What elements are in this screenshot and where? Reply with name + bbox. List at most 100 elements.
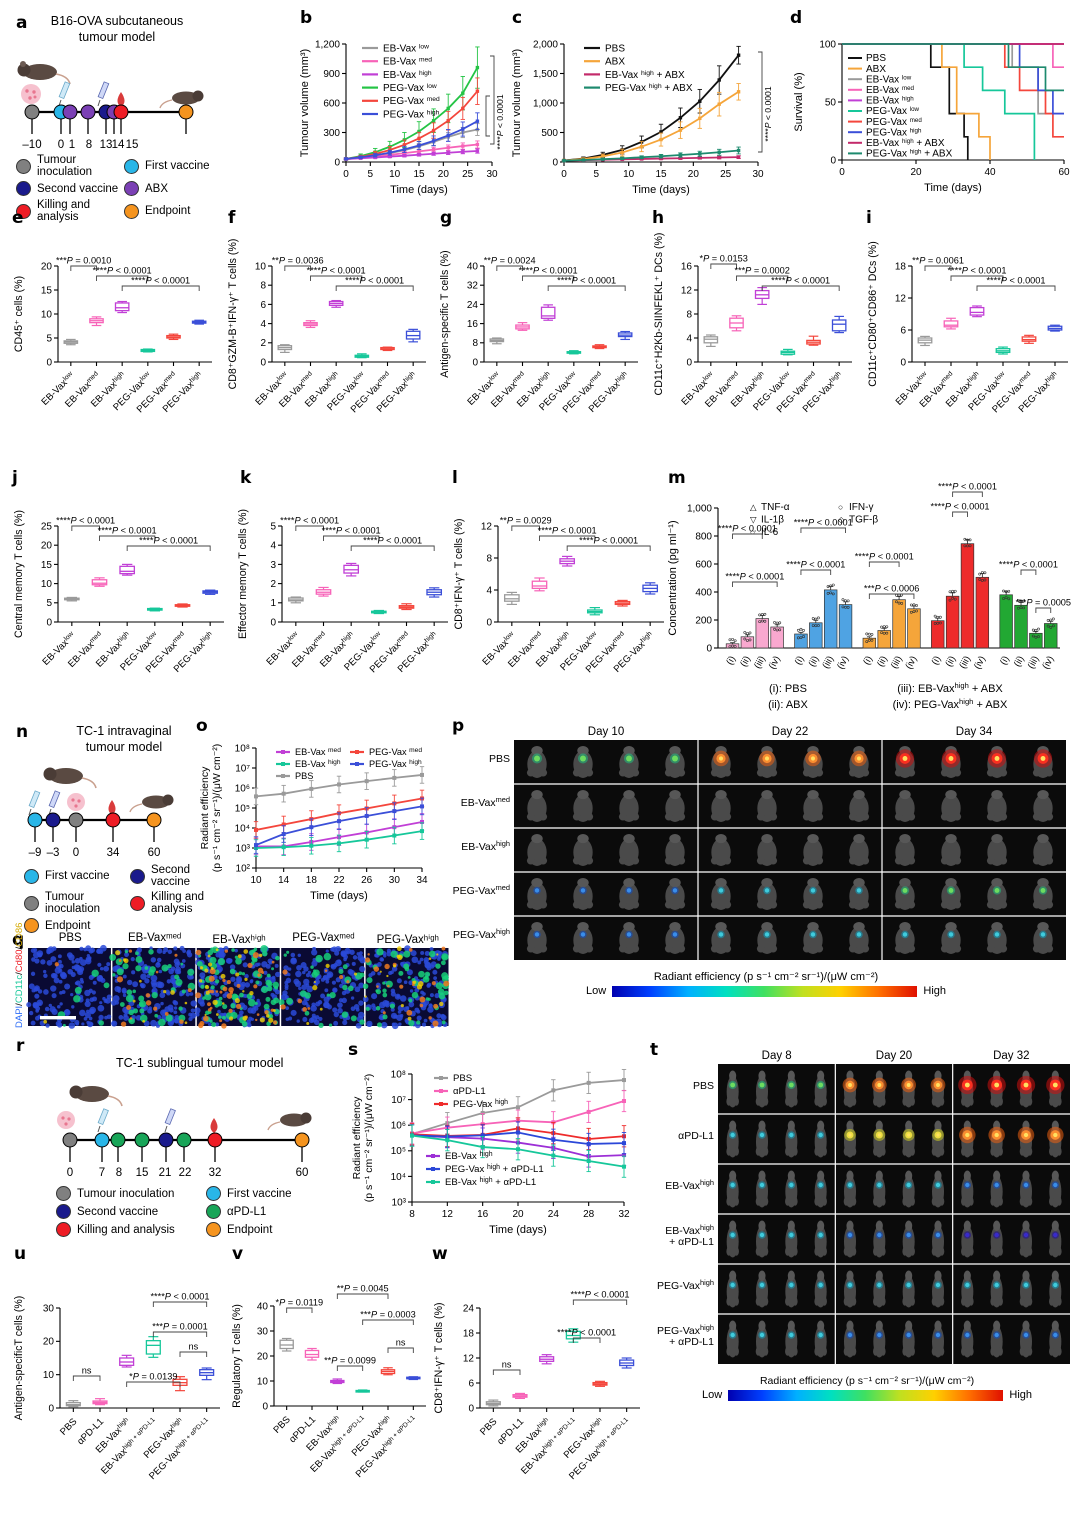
svg-text:EB-Vaxhigh: EB-Vaxhigh	[665, 1178, 714, 1193]
svg-text:PEG-Vaxmed: PEG-Vaxmed	[453, 883, 510, 898]
timeline-tick-3: 8	[86, 139, 92, 151]
svg-text:****P < 0.0001: ****P < 0.0001	[947, 266, 1006, 276]
legend-label: ABX	[145, 183, 168, 195]
timeline-tick-6: 32	[209, 1167, 222, 1179]
svg-text:15: 15	[41, 285, 53, 296]
timeline-tick-4: 21	[159, 1167, 172, 1179]
svg-text:****P < 0.0001: ****P < 0.0001	[931, 502, 990, 512]
syringe-icon-2	[98, 82, 109, 106]
svg-text:(iii): EB-Vaxhigh + ABX: (iii): EB-Vaxhigh + ABX	[897, 681, 1003, 696]
svg-text:5: 5	[368, 169, 374, 180]
svg-text:10³: 10³	[392, 1197, 407, 1208]
svg-text:12: 12	[895, 293, 907, 304]
mouse-icon-end	[130, 795, 174, 813]
panel-n-title: TC-1 intravaginal tumour model	[44, 724, 204, 755]
legend-dot	[56, 1222, 71, 1237]
svg-text:2,000: 2,000	[533, 39, 558, 50]
svg-text:10⁵: 10⁵	[235, 803, 250, 814]
legend-item-second-vaccine: Second vaccine	[56, 1204, 206, 1219]
svg-text:10: 10	[250, 875, 262, 886]
panel-o-chart: 10²10³10⁴10⁵10⁶10⁷10⁸10 14 18 22 26 30 34Radia…	[190, 728, 435, 918]
svg-text:1: 1	[270, 598, 276, 609]
svg-text:***P = 0.0002: ***P = 0.0002	[734, 266, 789, 276]
svg-text:4: 4	[686, 333, 692, 344]
svg-text:10³: 10³	[236, 843, 251, 854]
svg-text:2: 2	[260, 338, 266, 349]
svg-text:10⁵: 10⁵	[391, 1146, 406, 1157]
svg-text:18: 18	[463, 1328, 475, 1339]
timeline-tick-1: 0	[58, 139, 64, 151]
svg-text:0: 0	[270, 617, 276, 628]
svg-text:PEG-Vax high + αPD-L1: PEG-Vax high + αPD-L1	[445, 1164, 544, 1176]
svg-text:0: 0	[472, 357, 478, 368]
legend-item-first-vaccine: First vaccine	[124, 154, 216, 178]
panel-d-chart: 0501000 20 40 60Survival (%)Time (days)PBSA…	[786, 18, 1076, 203]
syringe-icon-2	[165, 1109, 175, 1132]
svg-text:+ αPD-L1: + αPD-L1	[669, 1236, 714, 1248]
svg-text:(iv): (iv)	[835, 654, 851, 671]
svg-text:PEG-Vaxhigh: PEG-Vaxhigh	[657, 1323, 714, 1338]
svg-text:CD11c⁺H2Kb-SIINFEKL⁺ DCs (%): CD11c⁺H2Kb-SIINFEKL⁺ DCs (%)	[653, 233, 665, 396]
svg-text:TGF-β: TGF-β	[849, 515, 878, 526]
svg-text:+ αPD-L1: + αPD-L1	[669, 1336, 714, 1348]
panel-s-chart: 10³10⁴10⁵10⁶10⁷10⁸8 12 16 20 24 28 32Radiant e…	[340, 1052, 640, 1247]
svg-text:PEG-Vax med: PEG-Vax med	[369, 747, 422, 758]
tumour-icon	[57, 1111, 75, 1129]
legend-item-tumour-inoculation: Tumour inoculation	[16, 154, 124, 178]
svg-text:****P < 0.0001: ****P < 0.0001	[93, 266, 152, 276]
panel-q-channel-labels: DAPI/CD11c/Cd80/CD86	[8, 944, 28, 1030]
svg-text:1,000: 1,000	[533, 98, 558, 109]
svg-text:CD8⁺IFN-γ⁺ T cells (%): CD8⁺IFN-γ⁺ T cells (%)	[453, 518, 465, 629]
svg-text:***P = 0.0005: ***P = 0.0005	[1016, 598, 1071, 608]
svg-text:0: 0	[48, 1403, 54, 1414]
svg-text:16: 16	[467, 319, 479, 330]
legend-label: Tumour inoculation	[77, 1188, 174, 1200]
svg-text:24: 24	[463, 1303, 475, 1314]
svg-text:12: 12	[481, 521, 493, 532]
svg-text:EB-Vax med: EB-Vax med	[383, 56, 432, 68]
svg-text:40: 40	[257, 1301, 269, 1312]
svg-text:****P < 0.0001: ****P < 0.0001	[579, 536, 638, 546]
legend-dot	[130, 896, 145, 911]
svg-text:10: 10	[389, 169, 401, 180]
p-col-header-1: Day 22	[698, 726, 882, 738]
timeline-tick-2: 1	[69, 139, 75, 151]
svg-text:1,500: 1,500	[533, 69, 558, 80]
legend-label: Killing and analysis	[77, 1224, 175, 1236]
timeline-tick-5: 14	[112, 139, 125, 151]
svg-text:(i): (i)	[793, 654, 807, 667]
svg-text:12: 12	[681, 285, 693, 296]
svg-text:****P < 0.0001: ****P < 0.0001	[307, 266, 366, 276]
svg-text:2: 2	[270, 579, 276, 590]
svg-text:8: 8	[472, 338, 478, 349]
svg-text:30: 30	[486, 169, 498, 180]
svg-text:0: 0	[686, 357, 692, 368]
q-channel-cd86: CD86	[14, 923, 25, 947]
svg-text:5: 5	[46, 333, 52, 344]
svg-text:12: 12	[463, 1353, 475, 1364]
panel-r: r TC-1 sublingual tumour model	[8, 1036, 348, 1236]
legend-dot	[16, 181, 31, 196]
svg-text:DAPI/CD11c/Cd80/CD86: DAPI/CD11c/Cd80/CD86	[14, 923, 25, 1028]
svg-text:40: 40	[984, 167, 996, 178]
syringe-icon-1	[98, 1109, 108, 1132]
legend-label: αPD-L1	[227, 1206, 266, 1218]
svg-text:****P < 0.0001: ****P < 0.0001	[98, 526, 157, 536]
legend-dot	[24, 869, 39, 884]
svg-text:ns: ns	[502, 1360, 512, 1370]
svg-text:8: 8	[409, 1209, 415, 1220]
svg-text:0: 0	[46, 357, 52, 368]
panel-f-chart: 0246810CD8⁺GZM-B⁺IFN-γ⁺ T cells (%)EB-Va…	[222, 222, 432, 454]
svg-text:25: 25	[462, 169, 474, 180]
panel-v-chart: 010203040Regulatory T cells (%)PBSαPD-L1…	[226, 1256, 432, 1518]
svg-text:Time (days): Time (days)	[632, 184, 690, 196]
svg-text:****P < 0.0001: ****P < 0.0001	[538, 526, 597, 536]
svg-text:4: 4	[260, 319, 266, 330]
svg-text:PEG-Vax high + ABX: PEG-Vax high + ABX	[866, 148, 953, 160]
svg-text:600: 600	[695, 559, 712, 570]
svg-text:Effector memory T cells (%): Effector memory T cells (%)	[237, 509, 249, 639]
svg-text:****P < 0.0001: ****P < 0.0001	[718, 524, 777, 534]
legend-label: Tumour inoculation	[37, 154, 124, 178]
svg-text:IFN-γ: IFN-γ	[849, 502, 873, 513]
svg-text:TNF-α: TNF-α	[761, 502, 790, 513]
